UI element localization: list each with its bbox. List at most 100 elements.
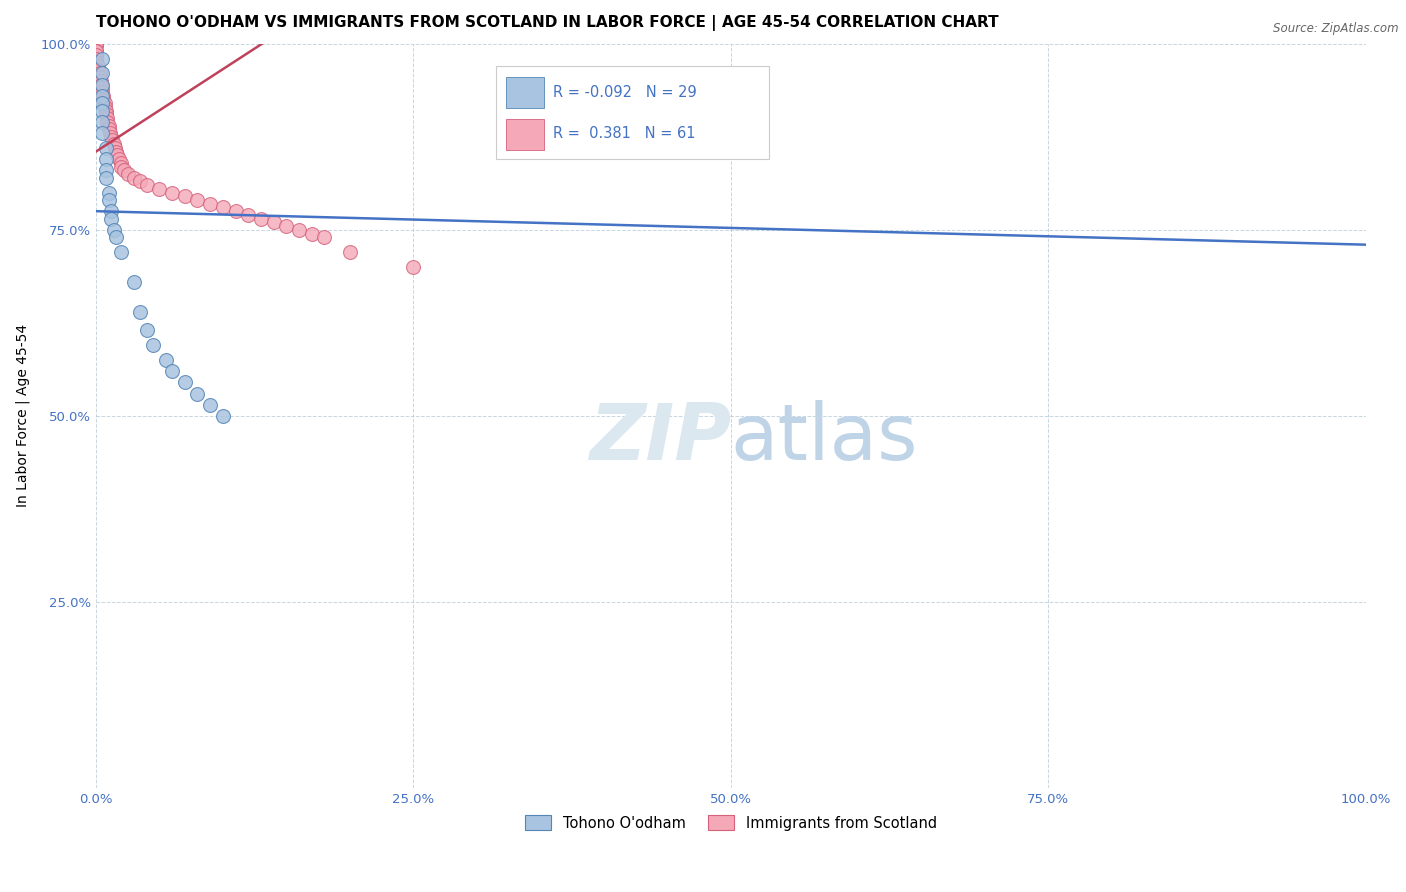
Point bbox=[198, 398, 221, 412]
Point bbox=[84, 52, 107, 66]
Point bbox=[94, 107, 117, 121]
Point bbox=[160, 364, 183, 378]
Point bbox=[96, 115, 118, 129]
Point bbox=[186, 193, 208, 207]
Point bbox=[84, 44, 107, 58]
Point bbox=[160, 186, 183, 200]
Point bbox=[301, 227, 323, 241]
Point bbox=[107, 148, 129, 162]
Point bbox=[91, 115, 114, 129]
Point bbox=[84, 44, 107, 58]
Point bbox=[107, 152, 129, 166]
Y-axis label: In Labor Force | Age 45-54: In Labor Force | Age 45-54 bbox=[15, 325, 30, 508]
Point bbox=[100, 211, 122, 226]
Point bbox=[238, 208, 260, 222]
Point bbox=[91, 96, 114, 111]
Point bbox=[87, 59, 110, 73]
Point bbox=[288, 223, 311, 237]
Point bbox=[89, 70, 111, 85]
Point bbox=[91, 103, 114, 118]
Point bbox=[225, 204, 247, 219]
Point bbox=[84, 37, 107, 51]
Point bbox=[93, 88, 115, 103]
Point bbox=[110, 155, 132, 169]
Point bbox=[110, 160, 132, 174]
Point bbox=[94, 163, 117, 178]
Point bbox=[198, 196, 221, 211]
Point bbox=[276, 219, 298, 233]
Point bbox=[402, 260, 425, 274]
Point bbox=[94, 141, 117, 155]
Point bbox=[84, 37, 107, 51]
Point bbox=[135, 178, 157, 193]
Point bbox=[122, 275, 145, 289]
Point bbox=[91, 66, 114, 80]
Point bbox=[129, 174, 152, 188]
Point bbox=[91, 85, 114, 99]
Point bbox=[97, 122, 120, 136]
Point bbox=[100, 129, 122, 144]
Point bbox=[135, 323, 157, 337]
Point bbox=[103, 223, 125, 237]
Point bbox=[211, 409, 233, 423]
Point bbox=[94, 152, 117, 166]
Point bbox=[173, 189, 195, 203]
Text: R =  0.381   N = 61: R = 0.381 N = 61 bbox=[553, 126, 696, 141]
Point bbox=[155, 353, 177, 368]
FancyBboxPatch shape bbox=[496, 66, 769, 159]
Point bbox=[84, 44, 107, 58]
Point bbox=[142, 338, 165, 352]
Point bbox=[97, 193, 120, 207]
Point bbox=[93, 96, 115, 111]
Point bbox=[97, 186, 120, 200]
Point bbox=[84, 47, 107, 62]
Text: R = -0.092   N = 29: R = -0.092 N = 29 bbox=[553, 85, 697, 100]
Point bbox=[105, 145, 128, 159]
Text: ZIP: ZIP bbox=[589, 401, 731, 476]
Point bbox=[94, 103, 117, 118]
Point bbox=[90, 78, 112, 92]
Point bbox=[117, 167, 139, 181]
Point bbox=[84, 37, 107, 51]
Point bbox=[122, 170, 145, 185]
Text: atlas: atlas bbox=[731, 401, 918, 476]
Point bbox=[314, 230, 336, 244]
Point bbox=[263, 215, 285, 229]
Point bbox=[103, 137, 125, 152]
Point bbox=[112, 163, 135, 178]
Point bbox=[84, 37, 107, 51]
Point bbox=[87, 62, 110, 77]
Text: Source: ZipAtlas.com: Source: ZipAtlas.com bbox=[1274, 22, 1399, 36]
Point bbox=[84, 55, 107, 70]
Point bbox=[97, 119, 120, 133]
Point bbox=[101, 133, 124, 147]
Point bbox=[173, 376, 195, 390]
Point bbox=[93, 93, 115, 107]
Point bbox=[94, 170, 117, 185]
Point bbox=[186, 386, 208, 401]
Point bbox=[91, 52, 114, 66]
Point bbox=[90, 74, 112, 88]
Bar bbox=[506, 78, 544, 108]
Point bbox=[129, 304, 152, 318]
Point bbox=[91, 78, 114, 92]
Point bbox=[84, 37, 107, 51]
Point bbox=[89, 66, 111, 80]
Point bbox=[339, 245, 361, 260]
Point bbox=[91, 81, 114, 95]
Point bbox=[100, 204, 122, 219]
Bar bbox=[506, 119, 544, 150]
Point bbox=[93, 100, 115, 114]
Point bbox=[104, 141, 127, 155]
Point bbox=[91, 88, 114, 103]
Point bbox=[91, 126, 114, 140]
Point bbox=[110, 245, 132, 260]
Legend: Tohono O'odham, Immigrants from Scotland: Tohono O'odham, Immigrants from Scotland bbox=[519, 810, 942, 837]
Point bbox=[211, 201, 233, 215]
Text: TOHONO O'ODHAM VS IMMIGRANTS FROM SCOTLAND IN LABOR FORCE | AGE 45-54 CORRELATIO: TOHONO O'ODHAM VS IMMIGRANTS FROM SCOTLA… bbox=[96, 15, 998, 31]
Point bbox=[96, 111, 118, 125]
Point bbox=[148, 182, 170, 196]
Point bbox=[84, 37, 107, 51]
Point bbox=[98, 126, 121, 140]
Point bbox=[105, 230, 128, 244]
